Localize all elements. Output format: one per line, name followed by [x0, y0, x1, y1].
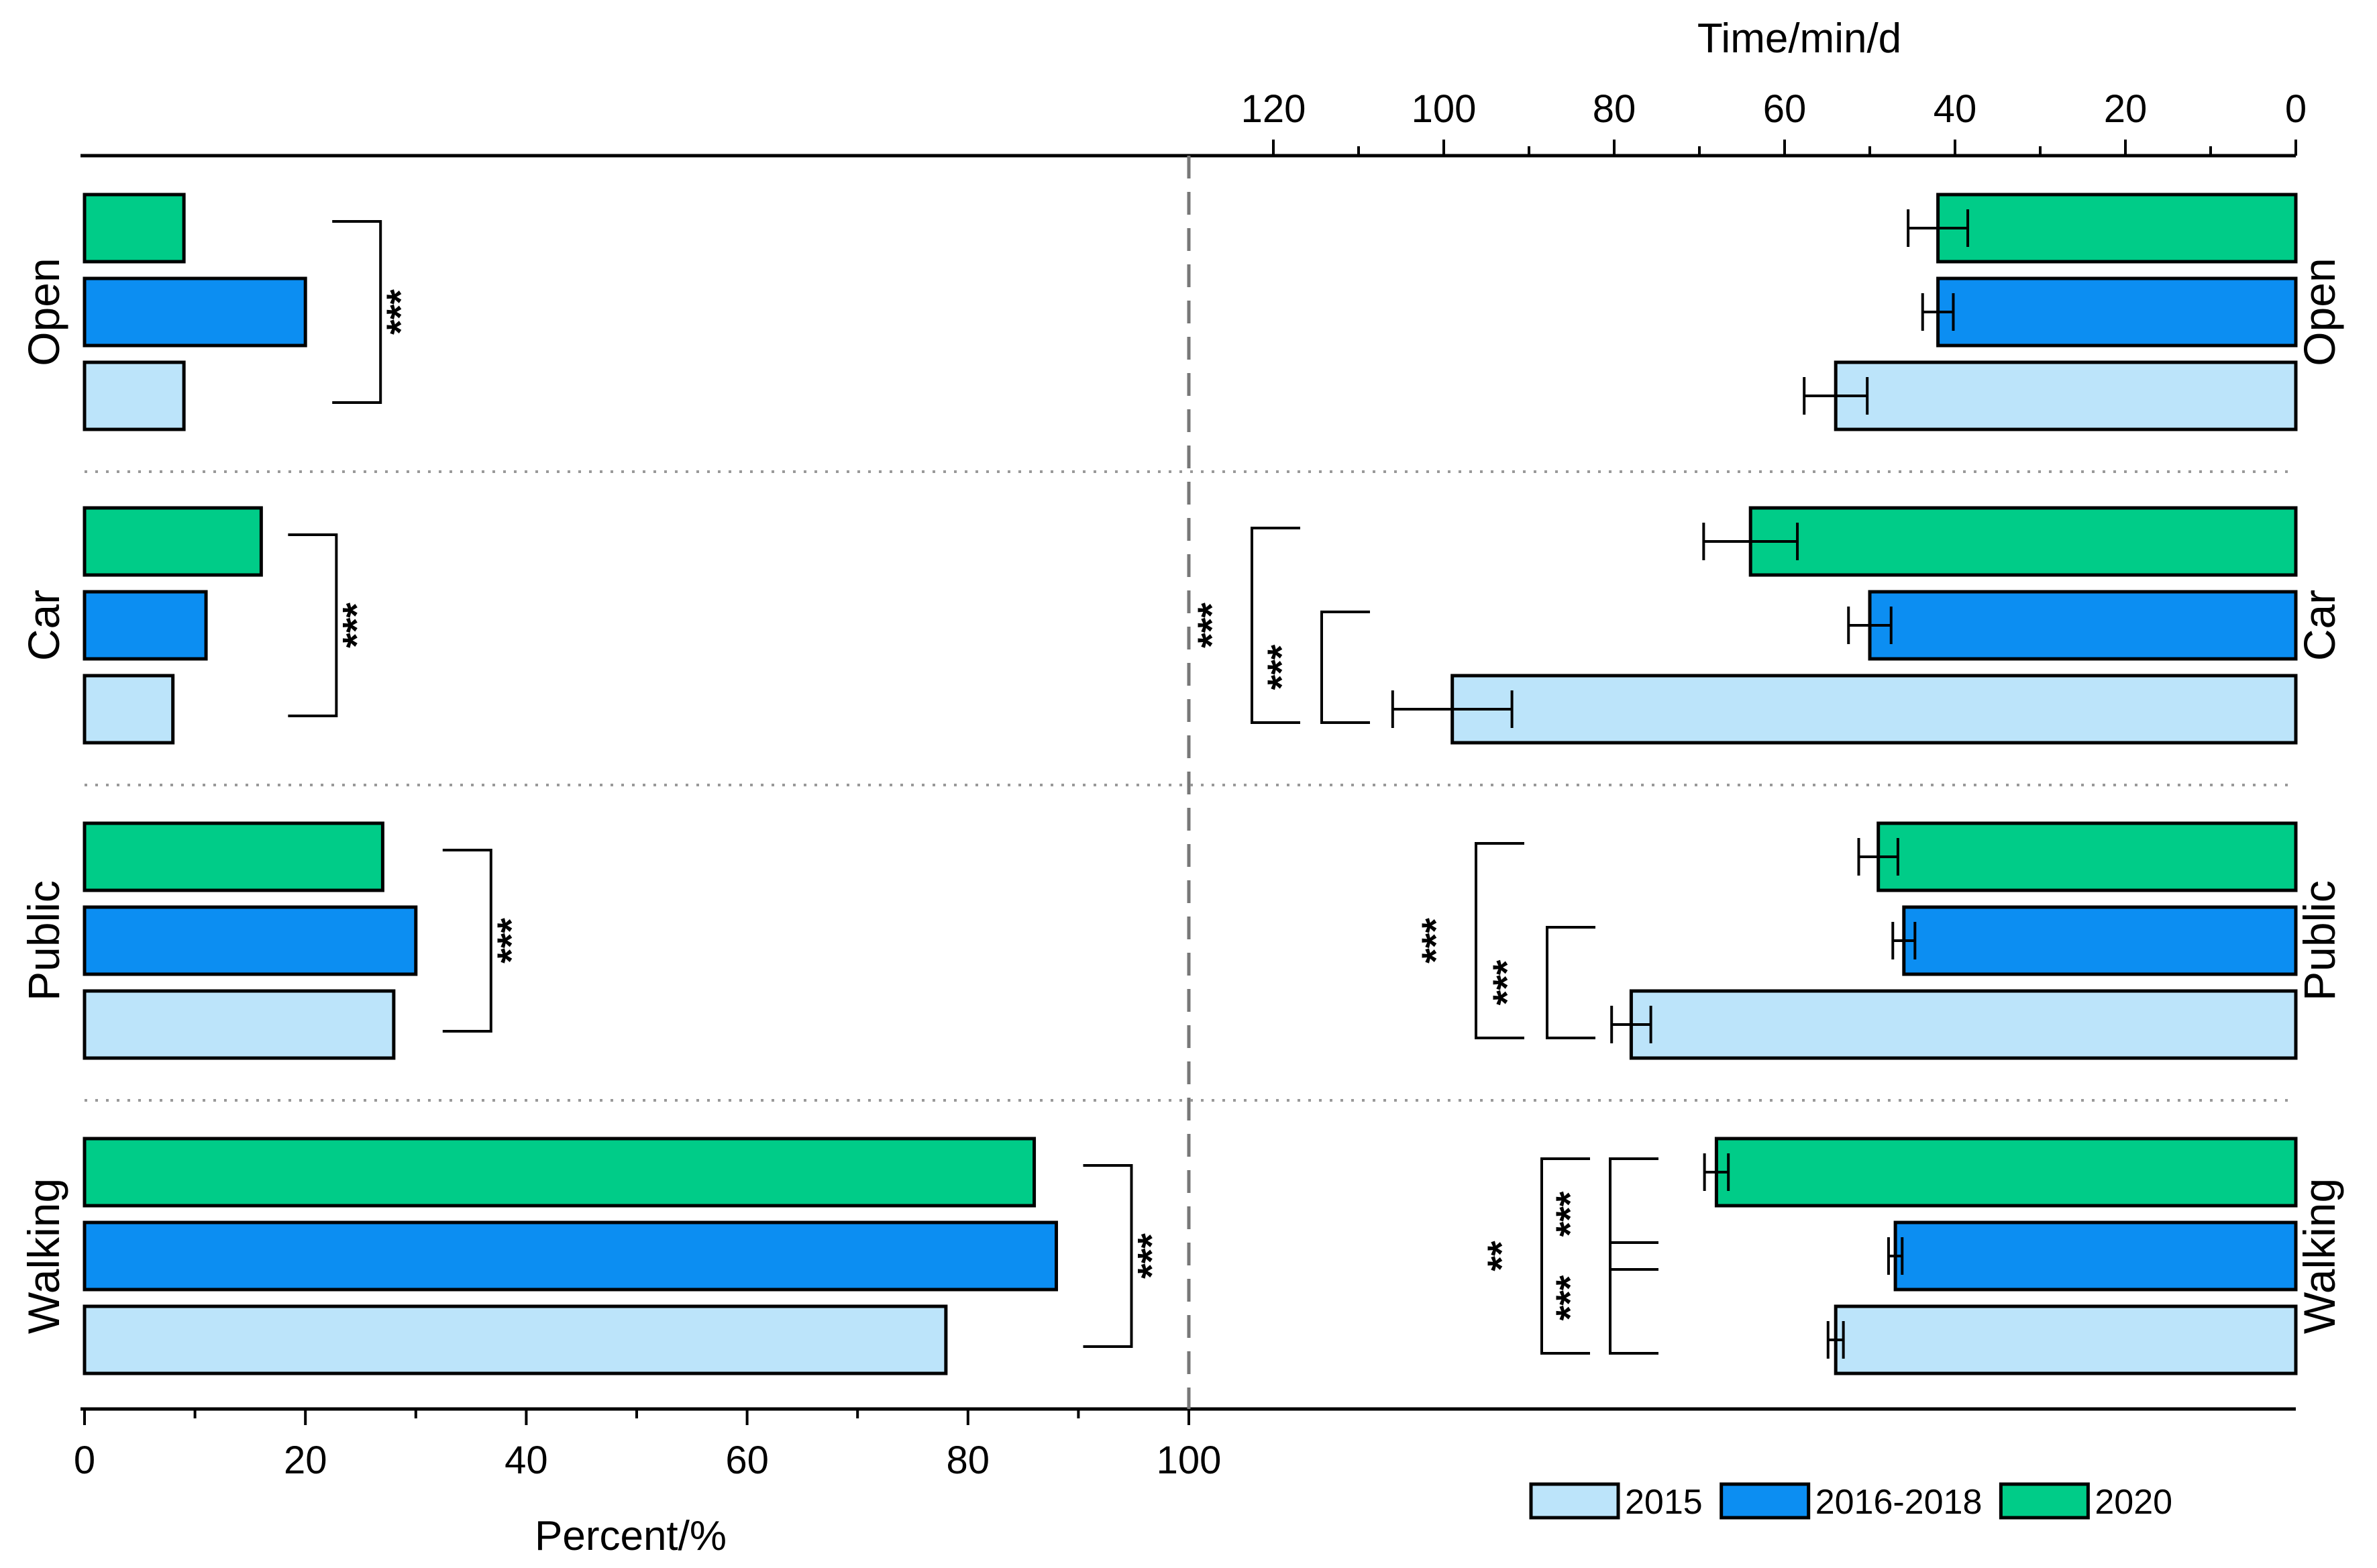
- legend-swatch-2020: [1999, 1482, 2090, 1520]
- right-sig-label-walking-0: **: [1480, 1241, 1524, 1271]
- left-x-tick-label: 40: [505, 1439, 548, 1482]
- right-category-label-car: Car: [2294, 590, 2344, 661]
- left-sig-bracket-car: [288, 533, 338, 717]
- legend-label-2020: 2020: [2095, 1483, 2172, 1522]
- left-sig-label-open: ***: [379, 289, 423, 335]
- left-x-tick-label: 20: [284, 1439, 327, 1482]
- left-sig-bracket-open: [332, 220, 382, 404]
- left-x-tick-label: 60: [725, 1439, 769, 1482]
- right-bar-walking-2015: [1834, 1304, 2298, 1375]
- left-bar-walking-2020: [83, 1137, 1037, 1208]
- right-bar-car-2015: [1450, 674, 2298, 745]
- right-x-axis-title: Time/min/d: [1697, 15, 1901, 62]
- left-x-tick-label: 0: [74, 1439, 95, 1482]
- right-sig-bracket-walking-2: [1609, 1241, 1658, 1355]
- right-category-label-walking: Walking: [2294, 1178, 2344, 1334]
- right-x-tick-label: 60: [1763, 87, 1807, 131]
- right-sig-label-car-0: ***: [1190, 603, 1234, 648]
- legend-label-2015: 2015: [1625, 1483, 1703, 1522]
- left-bar-open-2020: [83, 193, 186, 264]
- left-x-tick-label: 80: [947, 1439, 990, 1482]
- right-bar-open-2020: [1936, 193, 2298, 264]
- right-sig-label-walking-1: ***: [1548, 1191, 1592, 1237]
- left-sig-bracket-public: [442, 849, 492, 1033]
- right-sig-bracket-walking-1: [1609, 1157, 1658, 1271]
- left-bar-walking-2016-2018: [83, 1220, 1058, 1292]
- left-sig-bracket-walking: [1083, 1164, 1133, 1348]
- right-sig-bracket-car-0: [1251, 527, 1300, 724]
- left-bar-open-2015: [83, 360, 186, 431]
- right-bar-public-2020: [1877, 821, 2298, 892]
- left-x-tick-label: 100: [1157, 1439, 1222, 1482]
- right-sig-label-car-1: ***: [1260, 644, 1304, 690]
- right-bar-car-2020: [1748, 506, 2298, 577]
- left-category-label-open: Open: [19, 258, 68, 366]
- right-bar-walking-2020: [1714, 1137, 2298, 1208]
- left-bar-open-2016-2018: [83, 276, 307, 348]
- left-bar-public-2020: [83, 821, 384, 892]
- right-bar-open-2016-2018: [1936, 276, 2298, 348]
- left-bar-public-2016-2018: [83, 905, 418, 976]
- right-sig-bracket-public-0: [1475, 842, 1524, 1039]
- right-sig-bracket-walking-0: [1540, 1157, 1590, 1355]
- right-bar-car-2016-2018: [1868, 590, 2298, 661]
- left-category-label-car: Car: [19, 590, 68, 661]
- right-sig-bracket-public-1: [1546, 926, 1595, 1039]
- left-sig-label-walking: ***: [1130, 1233, 1173, 1279]
- right-x-tick-label: 20: [2104, 87, 2148, 131]
- left-x-axis-title: Percent/%: [535, 1513, 727, 1559]
- right-bar-public-2015: [1629, 989, 2298, 1060]
- right-sig-label-public-1: ***: [1485, 959, 1529, 1005]
- right-x-tick-label: 0: [2285, 87, 2307, 131]
- legend-swatch-2016-2018: [1720, 1482, 1811, 1520]
- right-category-label-open: Open: [2294, 258, 2344, 366]
- left-sig-label-public: ***: [490, 918, 533, 963]
- left-bar-car-2015: [83, 674, 175, 745]
- left-bar-walking-2015: [83, 1304, 948, 1375]
- left-bar-car-2020: [83, 506, 263, 577]
- right-category-label-public: Public: [2294, 880, 2344, 1001]
- right-x-tick-label: 120: [1241, 87, 1306, 131]
- legend-swatch-2015: [1529, 1482, 1620, 1520]
- left-category-label-public: Public: [19, 880, 68, 1001]
- right-sig-bracket-car-1: [1320, 611, 1370, 724]
- left-bar-public-2015: [83, 989, 396, 1060]
- right-bar-open-2015: [1834, 360, 2298, 431]
- right-sig-label-walking-2: ***: [1548, 1275, 1592, 1320]
- right-x-tick-label: 40: [1934, 87, 1977, 131]
- left-bar-car-2016-2018: [83, 590, 208, 661]
- right-bar-public-2016-2018: [1902, 905, 2298, 976]
- left-sig-label-car: ***: [335, 603, 378, 648]
- right-x-tick-label: 100: [1412, 87, 1477, 131]
- right-sig-label-public-0: ***: [1414, 918, 1458, 963]
- right-bar-walking-2016-2018: [1893, 1220, 2298, 1292]
- left-category-label-walking: Walking: [19, 1178, 68, 1334]
- legend-label-2016-2018: 2016-2018: [1815, 1483, 1983, 1522]
- right-x-tick-label: 80: [1593, 87, 1636, 131]
